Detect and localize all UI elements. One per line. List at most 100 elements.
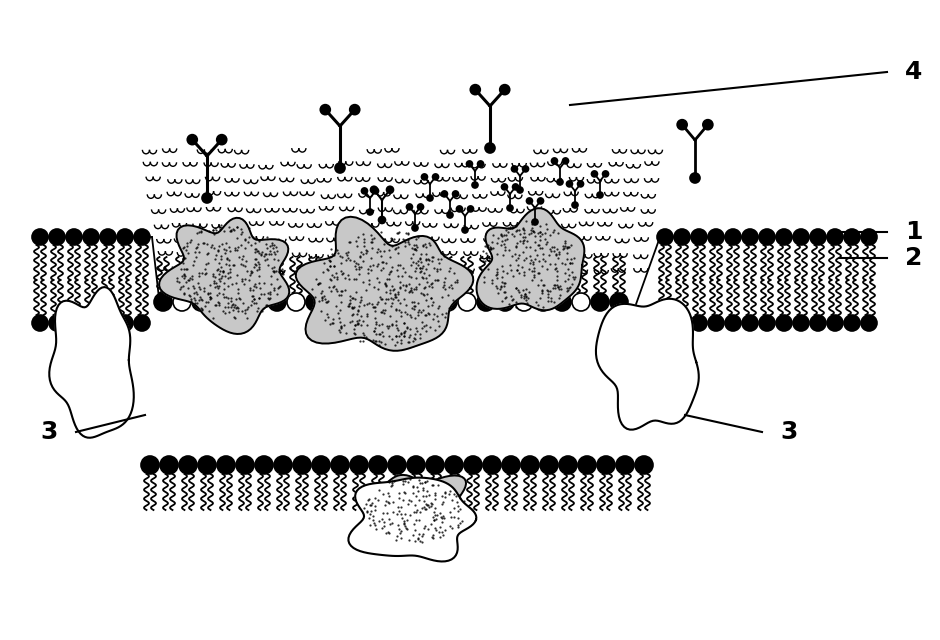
Circle shape <box>742 315 758 331</box>
Text: 1: 1 <box>905 220 922 244</box>
Circle shape <box>483 456 501 474</box>
Polygon shape <box>49 287 133 438</box>
Circle shape <box>32 229 48 245</box>
Circle shape <box>154 293 172 311</box>
Circle shape <box>369 456 387 474</box>
Circle shape <box>452 191 459 197</box>
Circle shape <box>690 173 700 183</box>
Circle shape <box>674 315 690 331</box>
Polygon shape <box>159 218 290 334</box>
Circle shape <box>470 84 480 95</box>
Circle shape <box>759 315 775 331</box>
Circle shape <box>439 293 457 311</box>
Circle shape <box>776 315 792 331</box>
Circle shape <box>511 166 517 172</box>
Circle shape <box>236 456 254 474</box>
Circle shape <box>370 186 378 193</box>
Circle shape <box>83 315 99 331</box>
Circle shape <box>603 171 608 177</box>
Circle shape <box>198 456 216 474</box>
Circle shape <box>591 171 598 177</box>
Circle shape <box>553 293 571 311</box>
Circle shape <box>287 293 305 311</box>
Circle shape <box>540 456 558 474</box>
Circle shape <box>534 293 552 311</box>
Circle shape <box>412 225 418 231</box>
Circle shape <box>703 120 713 130</box>
Circle shape <box>501 184 508 190</box>
Circle shape <box>32 315 48 331</box>
Circle shape <box>335 163 345 173</box>
Circle shape <box>657 229 673 245</box>
Circle shape <box>557 179 563 185</box>
Circle shape <box>485 143 495 153</box>
Circle shape <box>552 158 557 164</box>
Circle shape <box>691 315 707 331</box>
Circle shape <box>445 456 463 474</box>
Circle shape <box>610 293 628 311</box>
Circle shape <box>388 456 406 474</box>
Circle shape <box>677 120 687 130</box>
Circle shape <box>691 229 707 245</box>
Circle shape <box>442 191 447 197</box>
Circle shape <box>426 456 444 474</box>
Circle shape <box>117 229 133 245</box>
Polygon shape <box>477 208 585 310</box>
Circle shape <box>597 456 615 474</box>
Circle shape <box>217 456 235 474</box>
Circle shape <box>532 219 538 225</box>
Circle shape <box>776 229 792 245</box>
Circle shape <box>674 229 690 245</box>
Circle shape <box>211 293 229 311</box>
Circle shape <box>66 315 82 331</box>
Circle shape <box>725 229 741 245</box>
Circle shape <box>427 195 433 201</box>
Circle shape <box>500 84 509 95</box>
Circle shape <box>477 293 495 311</box>
Circle shape <box>306 293 324 311</box>
Circle shape <box>467 206 474 212</box>
Circle shape <box>379 216 385 223</box>
Circle shape <box>407 456 425 474</box>
Circle shape <box>827 229 843 245</box>
Polygon shape <box>349 477 477 561</box>
Circle shape <box>249 293 267 311</box>
Circle shape <box>293 456 311 474</box>
Circle shape <box>134 229 150 245</box>
Circle shape <box>134 315 150 331</box>
Circle shape <box>202 193 212 203</box>
Circle shape <box>386 186 394 193</box>
Circle shape <box>502 456 520 474</box>
Circle shape <box>66 229 82 245</box>
Circle shape <box>274 456 292 474</box>
Circle shape <box>810 229 826 245</box>
Circle shape <box>321 105 330 115</box>
Circle shape <box>725 315 741 331</box>
Circle shape <box>708 315 724 331</box>
Circle shape <box>591 293 609 311</box>
Polygon shape <box>296 217 473 351</box>
Polygon shape <box>596 299 698 429</box>
Circle shape <box>420 293 438 311</box>
Circle shape <box>521 456 539 474</box>
Circle shape <box>844 229 860 245</box>
Circle shape <box>141 456 159 474</box>
Circle shape <box>367 209 373 215</box>
Circle shape <box>179 456 197 474</box>
Circle shape <box>844 315 860 331</box>
Circle shape <box>538 198 543 204</box>
Circle shape <box>406 204 413 210</box>
Circle shape <box>382 293 400 311</box>
Circle shape <box>567 181 572 187</box>
Circle shape <box>635 456 653 474</box>
Circle shape <box>616 456 634 474</box>
Circle shape <box>793 229 809 245</box>
Circle shape <box>350 456 368 474</box>
Circle shape <box>49 315 65 331</box>
Circle shape <box>597 192 603 198</box>
Circle shape <box>417 204 424 210</box>
Circle shape <box>472 182 478 188</box>
Circle shape <box>230 293 248 311</box>
Circle shape <box>759 229 775 245</box>
Circle shape <box>466 161 473 167</box>
